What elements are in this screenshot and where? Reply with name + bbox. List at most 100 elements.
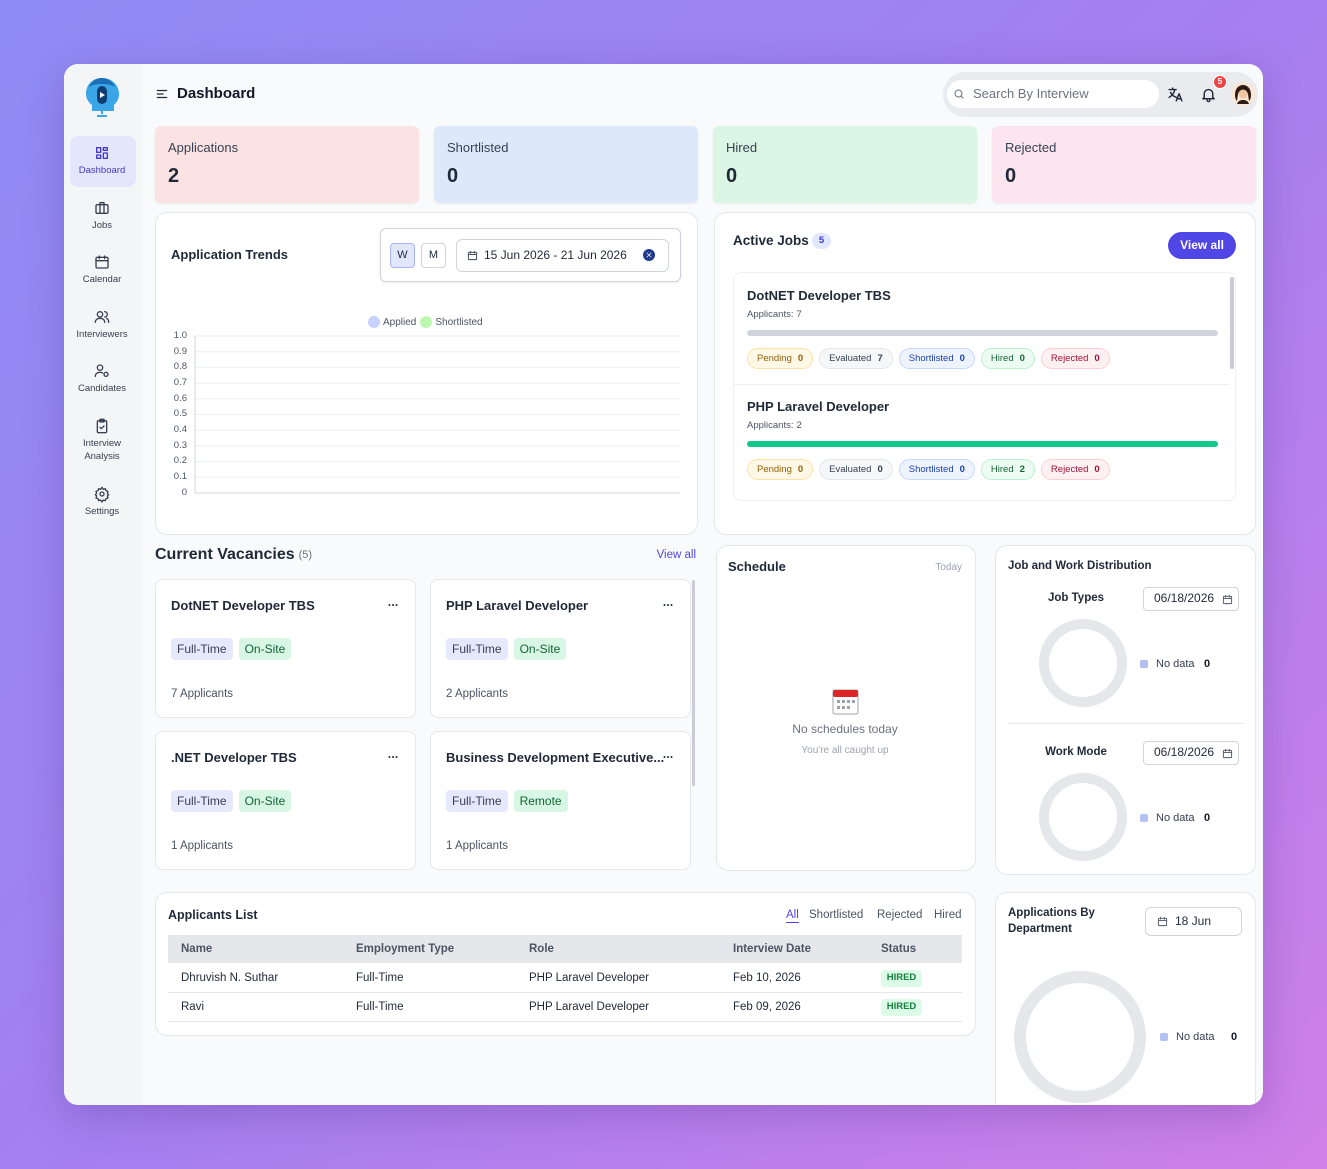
vacancies-count: (5): [298, 549, 313, 561]
status-chip: Pending 0: [747, 458, 814, 480]
vacancy-applicants: 1 Applicants: [171, 839, 234, 852]
nav-label[interactable]: Settings: [84, 505, 120, 517]
logo: [86, 78, 119, 117]
view-all-label[interactable]: View all: [1180, 237, 1224, 252]
nav-label[interactable]: Interview Analysis: [82, 438, 121, 462]
vacancy-menu[interactable]: [387, 599, 399, 611]
legend-label: Shortlisted: [435, 316, 483, 328]
icon-part: [467, 250, 477, 255]
legend-swatch: [1140, 814, 1148, 822]
nav-icon[interactable]: [94, 145, 110, 161]
date-input[interactable]: [1143, 587, 1239, 611]
app-frame: Dashboard Jobs Calendar Interviewers Candida…: [64, 64, 1263, 1105]
icon-part: [95, 204, 109, 214]
legend-swatch: [420, 316, 433, 328]
applicants-title: Applicants List: [168, 907, 258, 922]
nav-icon[interactable]: [94, 309, 110, 325]
distribution-title: Job and Work Distribution: [1008, 559, 1152, 572]
donut-chart: [1039, 773, 1127, 861]
nav-label[interactable]: Interviewers: [76, 328, 128, 340]
icon-part: [99, 418, 105, 430]
nav-icon[interactable]: [94, 363, 110, 379]
donut-ring: [1014, 971, 1146, 1103]
vacancy-menu[interactable]: [662, 751, 674, 763]
cell: PHP Laravel Developer: [529, 971, 649, 984]
status-count: 0: [959, 352, 965, 364]
icon-part: [663, 604, 666, 606]
nav-icon[interactable]: [94, 254, 110, 270]
nav-icon[interactable]: [94, 418, 110, 434]
nav-item-active-bg[interactable]: [70, 136, 136, 187]
status-text: HIRED: [886, 1001, 917, 1013]
date-input[interactable]: [1143, 741, 1239, 765]
clear-x: [646, 252, 652, 258]
status-badge: [881, 999, 922, 1016]
status-chip: Pending 0: [747, 347, 814, 369]
nav-label[interactable]: Calendar: [82, 273, 122, 285]
calendar-icon: [1157, 916, 1167, 926]
job-title: DotNET Developer TBS: [747, 287, 891, 303]
status-chips: Pending 0 Evaluated 0 Shortlisted 0 Hired 2 Reje…: [747, 458, 1116, 480]
period-button[interactable]: [421, 243, 446, 268]
column-header: Interview Date: [733, 942, 811, 955]
icon-part: [395, 756, 398, 758]
vacancy-menu[interactable]: [387, 751, 399, 763]
legend-swatch: [1160, 1033, 1168, 1041]
icon-part: [99, 202, 105, 214]
status-label: Pending: [757, 463, 792, 475]
y-tick-label: 1.0: [173, 329, 187, 341]
nav-icon[interactable]: [94, 200, 110, 216]
column-header: Name: [181, 942, 213, 955]
icon-part: [96, 311, 104, 318]
status-label: Rejected: [1050, 463, 1089, 475]
translate-icon[interactable]: [1167, 86, 1184, 103]
status-count: 0: [1094, 463, 1100, 475]
nav-label[interactable]: Candidates: [77, 382, 127, 394]
icon-part: [1167, 86, 1183, 102]
status-badge: [881, 970, 922, 987]
section-title: Job Types: [1047, 591, 1105, 604]
stat-label: Hired: [726, 139, 758, 155]
period-button[interactable]: [390, 243, 415, 268]
stat-value: 0: [726, 165, 738, 187]
date-range-box[interactable]: [456, 239, 669, 272]
icon-part: [1222, 749, 1232, 758]
applicants-label: Applicants:: [747, 419, 794, 431]
logo-part: [100, 92, 105, 98]
filter-tab[interactable]: Rejected: [877, 908, 923, 921]
legend: Applied Shortlisted: [368, 314, 487, 330]
search-box[interactable]: [947, 80, 1159, 108]
vacancy-menu[interactable]: [662, 599, 674, 611]
vacancy-tag: On-Site: [513, 638, 567, 660]
status-label: Hired: [990, 463, 1014, 475]
date-input[interactable]: [1145, 907, 1242, 936]
bell-icon[interactable]: [1200, 86, 1217, 103]
view-all-button[interactable]: [1168, 232, 1236, 259]
icon-part: [95, 255, 109, 262]
filter-tab[interactable]: Shortlisted: [809, 908, 864, 921]
icon-part: [94, 371, 104, 377]
icon-part: [833, 690, 858, 697]
vacancy-tags: Full-Time On-Site: [171, 790, 297, 812]
nav-icon[interactable]: [94, 486, 110, 503]
icon-part: [96, 364, 104, 371]
cell: PHP Laravel Developer: [529, 1000, 649, 1013]
search-icon: [954, 89, 964, 99]
icon-part: [1157, 917, 1167, 926]
avatar[interactable]: [1231, 82, 1255, 106]
vacancy-applicants: 7 Applicants: [171, 687, 234, 700]
vacancy-tags: Full-Time On-Site: [171, 638, 297, 660]
job-divider: [734, 384, 1230, 385]
column-header: Role: [529, 942, 554, 955]
y-tick-label: 0.1: [173, 471, 187, 483]
vacancies-view-all[interactable]: View all: [656, 548, 696, 561]
vacancy-applicants: 1 Applicants: [446, 839, 509, 852]
nav-label[interactable]: Jobs: [91, 219, 113, 231]
nav-label[interactable]: Dashboard: [78, 164, 126, 176]
y-tick-label: 0.3: [173, 439, 187, 451]
filter-tab[interactable]: All: [786, 908, 799, 924]
cell: Dhruvish N. Suthar: [181, 971, 279, 984]
menu-icon[interactable]: [155, 87, 169, 101]
filter-tab[interactable]: Hired: [934, 908, 962, 921]
